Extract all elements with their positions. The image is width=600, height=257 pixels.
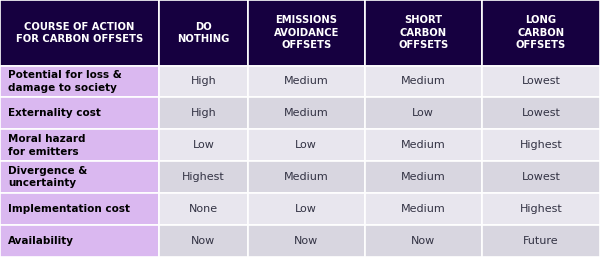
Text: High: High (191, 77, 216, 87)
Bar (159, 161, 248, 193)
Bar (365, 225, 482, 257)
Text: Availability: Availability (8, 236, 74, 246)
Bar (0, 193, 159, 225)
Bar (365, 129, 482, 161)
Text: SHORT
CARBON
OFFSETS: SHORT CARBON OFFSETS (398, 15, 448, 50)
Text: Medium: Medium (284, 172, 329, 182)
Bar (482, 129, 600, 161)
Bar (0, 225, 159, 257)
Text: Now: Now (411, 236, 436, 246)
Bar (159, 66, 248, 97)
Text: Implementation cost: Implementation cost (8, 204, 130, 214)
Text: Medium: Medium (401, 204, 446, 214)
Bar (248, 66, 365, 97)
Text: Low: Low (193, 140, 214, 150)
Text: Medium: Medium (284, 77, 329, 87)
Bar (0, 0, 159, 66)
Bar (365, 161, 482, 193)
Bar (248, 97, 365, 129)
Text: Future: Future (523, 236, 559, 246)
Text: Now: Now (191, 236, 215, 246)
Bar (482, 225, 600, 257)
Bar (159, 193, 248, 225)
Text: Low: Low (295, 140, 317, 150)
Bar (482, 193, 600, 225)
Text: Moral hazard
for emitters: Moral hazard for emitters (8, 134, 85, 157)
Bar (482, 161, 600, 193)
Text: Medium: Medium (401, 172, 446, 182)
Text: Medium: Medium (401, 140, 446, 150)
Text: High: High (191, 108, 216, 118)
Text: Highest: Highest (520, 204, 562, 214)
Bar (159, 129, 248, 161)
Bar (0, 66, 159, 97)
Bar (159, 97, 248, 129)
Bar (365, 97, 482, 129)
Text: Potential for loss &
damage to society: Potential for loss & damage to society (8, 70, 122, 93)
Bar (0, 161, 159, 193)
Bar (482, 66, 600, 97)
Text: None: None (189, 204, 218, 214)
Bar (248, 0, 365, 66)
Text: EMISSIONS
AVOIDANCE
OFFSETS: EMISSIONS AVOIDANCE OFFSETS (274, 15, 339, 50)
Text: LONG
CARBON
OFFSETS: LONG CARBON OFFSETS (516, 15, 566, 50)
Text: Low: Low (295, 204, 317, 214)
Bar (365, 193, 482, 225)
Bar (248, 193, 365, 225)
Text: Highest: Highest (520, 140, 562, 150)
Text: Divergence &
uncertainty: Divergence & uncertainty (8, 166, 87, 188)
Text: Highest: Highest (182, 172, 225, 182)
Bar (248, 225, 365, 257)
Text: Lowest: Lowest (521, 172, 560, 182)
Text: Medium: Medium (401, 77, 446, 87)
Bar (248, 129, 365, 161)
Text: Lowest: Lowest (521, 77, 560, 87)
Text: Now: Now (294, 236, 319, 246)
Text: Lowest: Lowest (521, 108, 560, 118)
Bar (482, 0, 600, 66)
Text: Low: Low (412, 108, 434, 118)
Bar (159, 225, 248, 257)
Bar (0, 97, 159, 129)
Text: Externality cost: Externality cost (8, 108, 101, 118)
Bar (365, 0, 482, 66)
Bar (0, 129, 159, 161)
Text: COURSE OF ACTION
FOR CARBON OFFSETS: COURSE OF ACTION FOR CARBON OFFSETS (16, 22, 143, 44)
Bar (482, 97, 600, 129)
Text: DO
NOTHING: DO NOTHING (177, 22, 230, 44)
Bar (365, 66, 482, 97)
Bar (159, 0, 248, 66)
Text: Medium: Medium (284, 108, 329, 118)
Bar (248, 161, 365, 193)
